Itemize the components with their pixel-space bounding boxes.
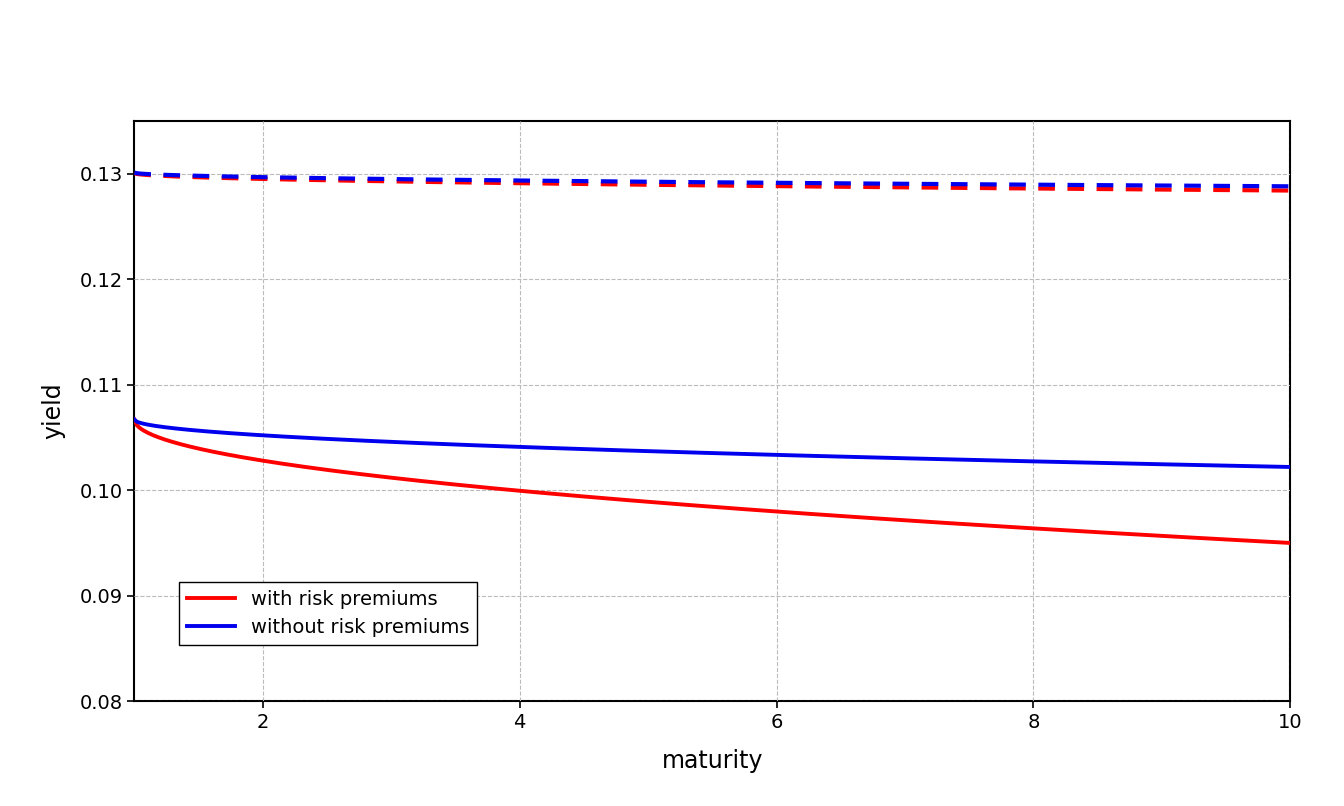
with risk premiums: [675, 500, 691, 509]
without risk premiums: [1254, 462, 1270, 472]
with risk premiums: [1254, 537, 1270, 546]
with risk premiums: [814, 510, 831, 520]
with risk premiums: [751, 505, 767, 515]
without risk premiums: [814, 451, 831, 461]
with risk premiums: [126, 414, 142, 424]
without risk premiums: [751, 450, 767, 459]
Line: without risk premiums: without risk premiums: [134, 419, 1290, 467]
without risk premiums: [1074, 458, 1090, 467]
X-axis label: maturity: maturity: [661, 749, 763, 773]
Line: with risk premiums: with risk premiums: [134, 419, 1290, 543]
with risk premiums: [683, 501, 699, 510]
without risk premiums: [683, 447, 699, 457]
Legend: with risk premiums, without risk premiums: with risk premiums, without risk premium…: [179, 582, 477, 645]
with risk premiums: [1074, 526, 1090, 536]
without risk premiums: [1282, 462, 1298, 472]
with risk premiums: [1282, 538, 1298, 548]
without risk premiums: [126, 414, 142, 424]
without risk premiums: [675, 447, 691, 457]
Y-axis label: yield: yield: [42, 383, 66, 439]
